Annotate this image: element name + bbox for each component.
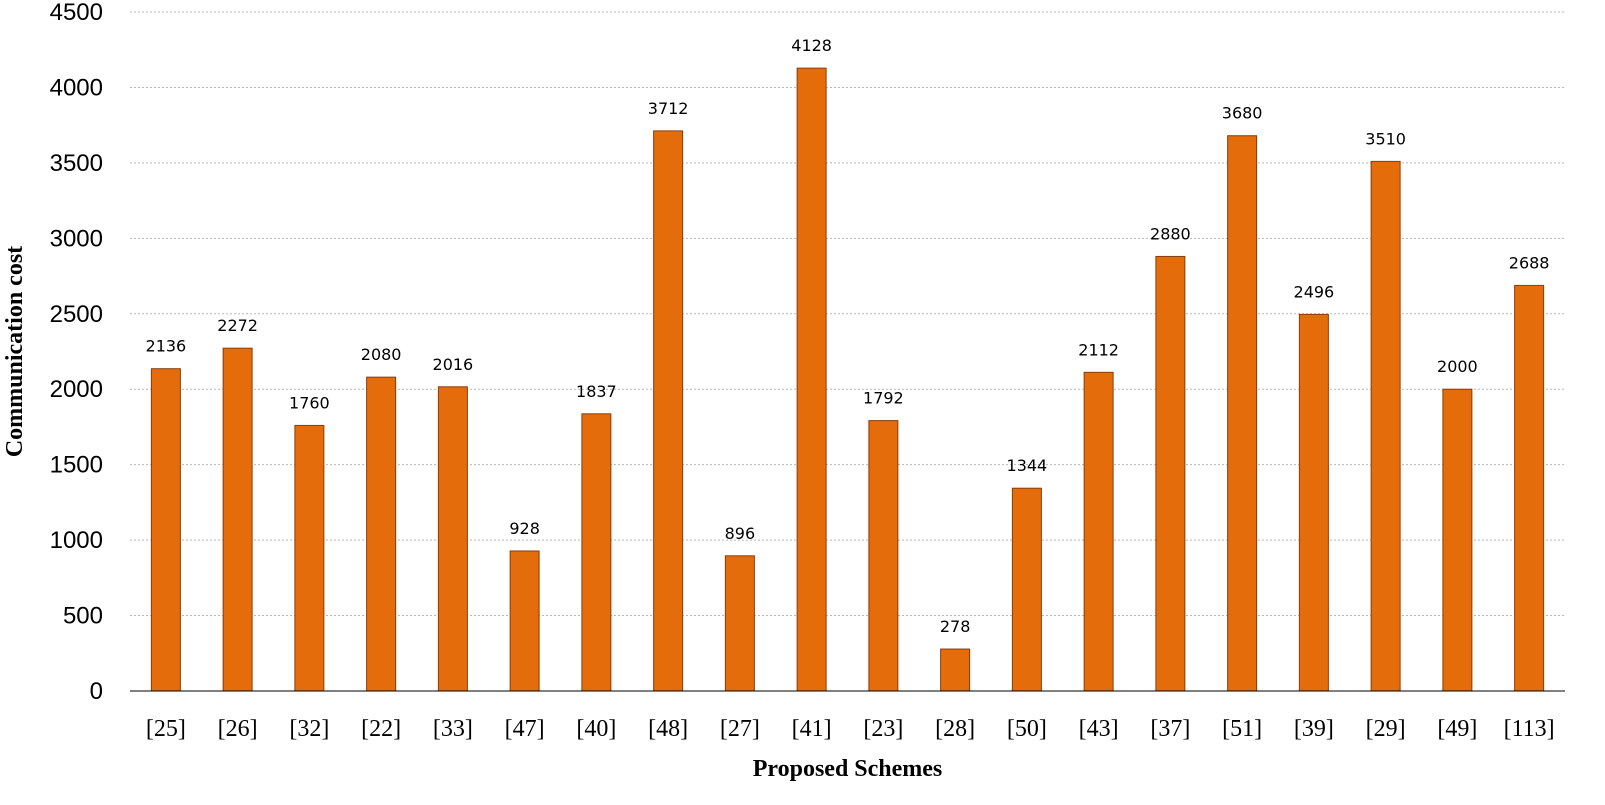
x-tick-label: [41]	[792, 716, 832, 742]
y-tick-label: 1500	[50, 452, 103, 479]
y-tick-label: 1000	[50, 527, 103, 554]
data-label: 2272	[217, 316, 258, 335]
bar	[366, 376, 397, 692]
grid-lines	[130, 11, 1565, 617]
x-tick-label: [47]	[505, 716, 545, 742]
y-tick-label: 2000	[50, 376, 103, 403]
data-label: 2496	[1294, 282, 1335, 301]
bar	[1083, 371, 1114, 692]
data-label: 3712	[648, 99, 689, 118]
y-tick-label: 3000	[50, 225, 103, 252]
bars	[150, 67, 1545, 692]
bar	[1298, 313, 1329, 692]
data-label: 896	[725, 524, 756, 543]
x-tick-label: [29]	[1366, 716, 1406, 742]
bar	[1514, 284, 1545, 692]
data-label: 2688	[1509, 253, 1550, 272]
bar	[868, 420, 899, 692]
data-label: 928	[509, 519, 540, 538]
data-label: 2112	[1078, 340, 1119, 359]
data-label: 2000	[1437, 357, 1478, 376]
data-label: 1344	[1007, 456, 1048, 475]
x-tick-label: [51]	[1222, 716, 1262, 742]
y-tick-label: 2500	[50, 301, 103, 328]
y-tick-label: 500	[63, 603, 103, 630]
bar	[150, 368, 181, 692]
x-tick-label: [27]	[720, 716, 760, 742]
bar	[294, 424, 325, 692]
data-label: 3680	[1222, 104, 1263, 123]
x-tick-label: [28]	[935, 716, 975, 742]
x-tick-label: [33]	[433, 716, 473, 742]
y-tick-label: 4000	[50, 74, 103, 101]
bar	[1370, 160, 1401, 692]
bar	[581, 413, 612, 692]
data-label: 4128	[791, 36, 832, 55]
y-tick-label: 4500	[50, 0, 103, 26]
data-label: 2880	[1150, 224, 1191, 243]
x-tick-label: [22]	[361, 716, 401, 742]
x-tick-label: [49]	[1437, 716, 1477, 742]
bar	[1227, 135, 1258, 692]
bar	[1155, 255, 1186, 692]
bar	[509, 550, 540, 692]
x-tick-label: [23]	[863, 716, 903, 742]
bar	[653, 130, 684, 692]
x-tick-label: [40]	[576, 716, 616, 742]
data-label: 1760	[289, 393, 330, 412]
x-tick-label: [43]	[1079, 716, 1119, 742]
x-tick-label: [50]	[1007, 716, 1047, 742]
y-axis-ticks: 0 500 1000 1500 2000 2500 3000 3500 4000 4500	[50, 0, 103, 705]
bar	[437, 386, 468, 692]
data-label: 3510	[1365, 129, 1406, 148]
data-label: 1837	[576, 382, 617, 401]
data-label: 2080	[361, 345, 402, 364]
bar	[724, 555, 755, 692]
x-tick-label: [32]	[289, 716, 329, 742]
data-labels: 2136 2272 1760 2080 2016 928 1837 3712 896 4128 17…	[146, 36, 1550, 636]
y-tick-label: 3500	[50, 150, 103, 177]
bar	[222, 347, 253, 692]
x-tick-label: [26]	[218, 716, 258, 742]
bar	[1442, 388, 1473, 692]
x-tick-label: [113]	[1504, 716, 1555, 742]
x-tick-label: [39]	[1294, 716, 1334, 742]
data-label: 278	[940, 617, 971, 636]
x-axis-ticks: [25] [26] [32] [22] [33] [47] [40] [48] [27] [41]…	[146, 716, 1555, 742]
y-tick-label: 0	[90, 678, 103, 705]
data-label: 1792	[863, 389, 904, 408]
y-axis-title: Communication cost	[2, 246, 28, 457]
bar	[1011, 487, 1042, 692]
data-label: 2016	[433, 355, 474, 374]
x-tick-label: [25]	[146, 716, 186, 742]
x-tick-label: [48]	[648, 716, 688, 742]
bar	[940, 648, 971, 692]
x-tick-label: [37]	[1150, 716, 1190, 742]
bar	[796, 67, 827, 692]
data-label: 2136	[146, 337, 187, 356]
x-axis-title: Proposed Schemes	[753, 756, 943, 782]
